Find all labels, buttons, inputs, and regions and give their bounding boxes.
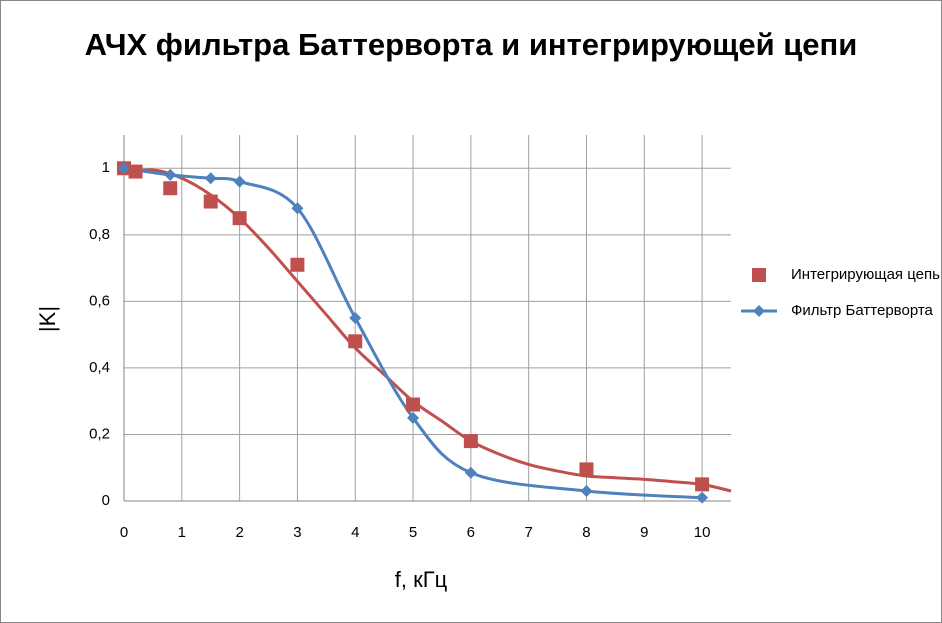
chart-title: АЧХ фильтра Баттерворта и интегрирующей … [84,27,858,62]
x-tick-label: 3 [293,524,301,541]
point [463,434,478,449]
legend-swatch [752,268,766,282]
y-tick-label: 0,4 [89,359,110,376]
point [406,397,421,412]
point [348,334,363,349]
point [695,477,710,492]
series-line [123,166,703,500]
legend-label: Интегрирующая цепь [791,266,940,283]
point [290,257,305,272]
legend-entry: Фильтр Баттерворта [741,299,941,323]
x-tick-label: 7 [524,524,532,541]
y-axis-label: |K| [35,306,60,332]
point [128,164,143,179]
point [232,211,247,226]
point [118,162,130,175]
point [407,411,420,424]
point [464,466,477,479]
x-tick-label: 10 [694,524,711,541]
point [164,168,177,181]
x-tick-label: 8 [582,524,590,541]
y-tick-label: 0,8 [89,226,110,243]
point [163,181,178,196]
x-tick-label: 6 [467,524,475,541]
point [204,172,217,185]
legend-swatch [741,305,777,317]
point [233,175,246,188]
x-axis-label: f, кГц [395,567,448,592]
x-tick-label: 0 [120,524,128,541]
point [349,312,362,324]
series-line [123,168,732,493]
y-tick-label: 0,6 [89,292,110,309]
x-tick-label: 1 [178,524,186,541]
point [579,462,594,477]
point [203,194,218,209]
point [696,491,709,504]
x-tick-label: 9 [640,524,648,541]
y-tick-label: 0 [102,492,110,509]
legend-entry: Интегрирующая цепь [752,263,941,287]
x-tick-label: 5 [409,524,417,541]
legend-label: Фильтр Баттерворта [791,302,933,319]
legend: Интегрирующая цепь Фильтр Баттерворта [741,263,941,335]
point [291,202,304,215]
point [580,485,593,498]
x-tick-label: 2 [235,524,243,541]
y-tick-label: 1 [102,159,110,176]
x-tick-label: 4 [351,524,359,541]
y-tick-label: 0,2 [89,425,110,442]
